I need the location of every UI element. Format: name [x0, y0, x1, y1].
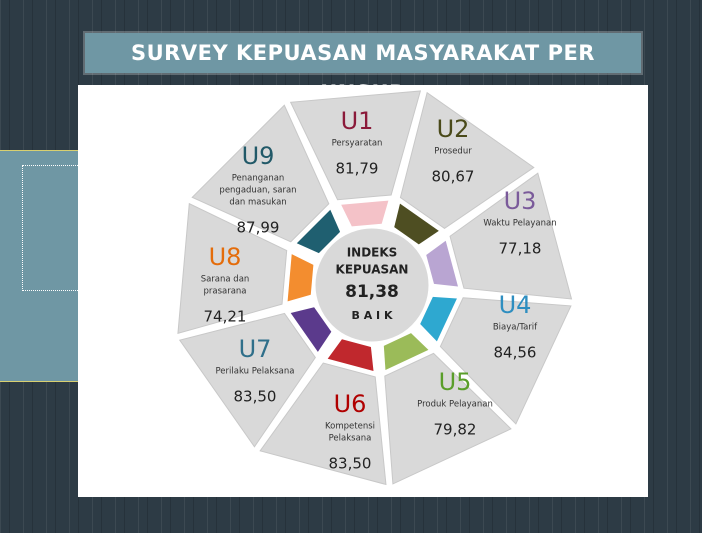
- item-label: Pelaksana: [329, 434, 372, 444]
- slide-title: SURVEY KEPUASAN MASYARAKAT PER UNSUR: [85, 33, 641, 105]
- item-label: prasarana: [203, 287, 246, 297]
- infographic: U1 Persyaratan 81,79 U2 Prosedur 80,67 U3 Waktu…: [177, 90, 573, 486]
- item-card: [439, 297, 572, 425]
- ring-segment: [296, 209, 341, 254]
- item-value: 80,67: [432, 168, 475, 186]
- item-card: [259, 362, 387, 486]
- ring-segment: [420, 296, 457, 342]
- item-card: [399, 91, 535, 229]
- item-code: U1: [341, 107, 374, 135]
- ring-segment: [341, 200, 389, 227]
- item-value: 74,21: [204, 308, 247, 326]
- item-value: 83,50: [329, 455, 372, 473]
- item-code: U7: [239, 335, 272, 363]
- center-circle: [312, 225, 432, 345]
- item-value: 77,18: [499, 240, 542, 258]
- center-value: 81,38: [345, 282, 399, 302]
- item-card: [449, 172, 573, 300]
- panel: U1 Persyaratan 81,79 U2 Prosedur 80,67 U3 Waktu…: [78, 85, 648, 497]
- item-label: dan masukan: [229, 198, 286, 208]
- item-label: Produk Pelayanan: [417, 400, 493, 410]
- item-code: U8: [209, 243, 242, 271]
- item-code: U5: [439, 368, 472, 396]
- item-value: 81,79: [336, 160, 379, 178]
- placeholder: [22, 165, 84, 291]
- item-code: U3: [504, 187, 537, 215]
- item-label: Prosedur: [434, 147, 472, 157]
- item-card: [289, 90, 422, 201]
- item-label: Sarana dan: [201, 275, 250, 285]
- center-grade: B A I K: [351, 309, 392, 322]
- item-card: [384, 352, 512, 485]
- item-label: pengaduan, saran: [219, 186, 296, 196]
- item-label: Penanganan: [232, 174, 285, 184]
- item-label: Persyaratan: [332, 139, 383, 149]
- item-code: U2: [437, 115, 470, 143]
- ring-segment: [287, 254, 314, 302]
- item-card: [191, 104, 330, 243]
- ring-segment: [394, 203, 439, 245]
- item-card: [178, 312, 316, 448]
- item-value: 83,50: [234, 388, 277, 406]
- ring-segment: [426, 240, 458, 287]
- item-value: 79,82: [434, 421, 477, 439]
- item-code: U9: [242, 142, 275, 170]
- ring-segment: [290, 307, 332, 352]
- ring-segment: [383, 333, 429, 370]
- ring-segment: [327, 339, 374, 371]
- center-heading: INDEKS: [347, 246, 398, 260]
- center-heading: KEPUASAN: [336, 263, 409, 277]
- item-label: Kompetensi: [325, 422, 375, 432]
- item-label: Biaya/Tarif: [493, 323, 538, 333]
- item-label: Perilaku Pelaksana: [215, 367, 294, 377]
- side-block: [0, 150, 84, 382]
- item-label: Waktu Pelayanan: [483, 219, 556, 229]
- item-code: U4: [499, 291, 532, 319]
- item-value: 84,56: [494, 344, 537, 362]
- item-card: [177, 202, 288, 335]
- item-value: 87,99: [237, 219, 280, 237]
- item-code: U6: [334, 390, 367, 418]
